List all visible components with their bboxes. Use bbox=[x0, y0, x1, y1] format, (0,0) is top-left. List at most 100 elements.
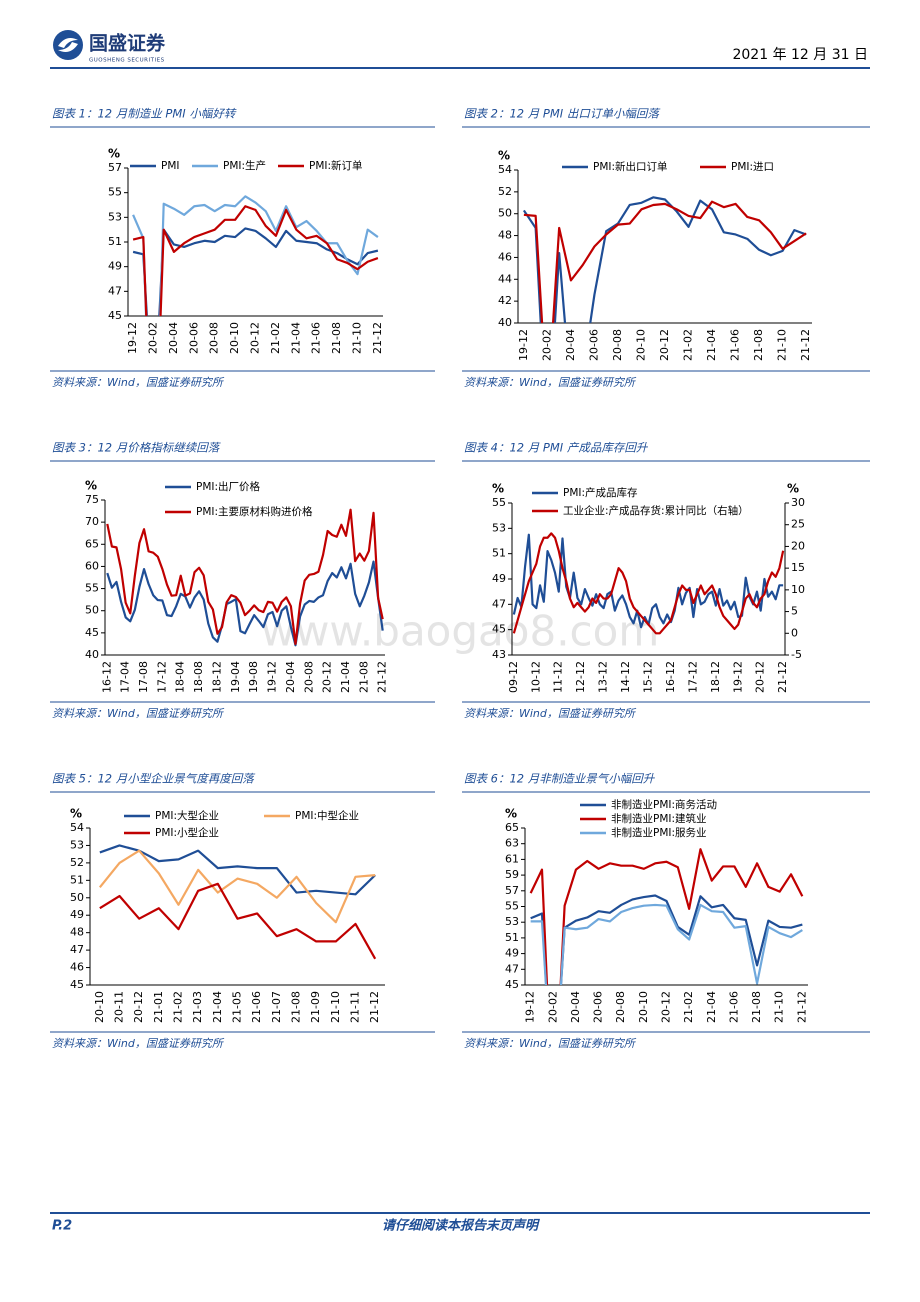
y-tick-label: 75 bbox=[85, 493, 99, 506]
x-tick-label: 16-12 bbox=[664, 661, 677, 693]
x-tick-label: 21-02 bbox=[682, 329, 695, 361]
legend-label: 工业企业:产成品存货:累计同比（右轴） bbox=[563, 504, 749, 517]
x-tick-label: 20-06 bbox=[187, 322, 200, 354]
x-tick-label: 19-12 bbox=[517, 329, 530, 361]
x-tick-label: 17-12 bbox=[155, 661, 168, 693]
logo bbox=[53, 30, 83, 60]
chart-title: 图表 4：12 月 PMI 产成品库存回升 bbox=[464, 441, 649, 455]
y-tick-label: 49 bbox=[108, 260, 122, 273]
x-tick-label: 21-02 bbox=[269, 322, 282, 354]
y-tick-label: 44 bbox=[498, 272, 512, 285]
x-tick-label: 18-12 bbox=[709, 661, 722, 693]
x-tick-label: 21-12 bbox=[371, 322, 384, 354]
legend-label: PMI:小型企业 bbox=[155, 826, 219, 839]
series-line bbox=[512, 532, 785, 635]
report-date: 2021 年 12 月 31 日 bbox=[732, 47, 868, 63]
series-line bbox=[523, 200, 807, 323]
chart-source: 资料来源：Wind，国盛证券研究所 bbox=[464, 1037, 637, 1050]
y-tick-label: 45 bbox=[492, 623, 506, 636]
x-tick-label: 18-08 bbox=[192, 661, 205, 693]
company-name: 国盛证券 bbox=[89, 32, 166, 55]
x-tick-label: 21-07 bbox=[270, 991, 283, 1023]
legend-label: PMI:生产 bbox=[223, 159, 266, 172]
series-line bbox=[530, 894, 803, 985]
series-line bbox=[132, 227, 379, 316]
y-unit: % bbox=[505, 807, 517, 821]
y-tick-label: 47 bbox=[70, 943, 84, 956]
y2-tick-label: 5 bbox=[791, 605, 798, 618]
y-tick-label: 52 bbox=[498, 185, 512, 198]
x-tick-label: 21-04 bbox=[705, 991, 718, 1023]
y2-tick-label: 30 bbox=[791, 496, 805, 509]
y-unit: % bbox=[108, 147, 120, 161]
x-tick-label: 10-12 bbox=[529, 661, 542, 693]
x-tick-label: 20-11 bbox=[113, 991, 126, 1023]
y-tick-label: 70 bbox=[85, 515, 99, 528]
x-tick-label: 21-09 bbox=[309, 991, 322, 1023]
x-tick-label: 15-12 bbox=[642, 661, 655, 693]
series-line bbox=[530, 903, 803, 985]
company-name-en: GUOSHENG SECURITIES bbox=[89, 58, 165, 64]
x-tick-label: 21-11 bbox=[349, 991, 362, 1023]
y-tick-label: 47 bbox=[108, 284, 122, 297]
x-tick-label: 19-12 bbox=[266, 661, 279, 693]
y-tick-label: 51 bbox=[492, 547, 506, 560]
x-tick-label: 21-04 bbox=[211, 991, 224, 1023]
legend-label: PMI:新订单 bbox=[309, 159, 363, 172]
chart-source: 资料来源：Wind，国盛证券研究所 bbox=[52, 1037, 225, 1050]
y-unit: % bbox=[492, 482, 504, 496]
legend-label: 非制造业PMI:服务业 bbox=[611, 826, 707, 839]
x-tick-label: 12-12 bbox=[574, 661, 587, 693]
y-unit: % bbox=[498, 149, 510, 163]
legend-label: PMI:出厂价格 bbox=[196, 480, 261, 493]
x-tick-label: 20-10 bbox=[228, 322, 241, 354]
x-tick-label: 16-12 bbox=[100, 661, 113, 693]
y-tick-label: 48 bbox=[498, 229, 512, 242]
chart-source: 资料来源：Wind，国盛证券研究所 bbox=[52, 707, 225, 720]
x-tick-label: 20-08 bbox=[208, 322, 221, 354]
series-line bbox=[529, 848, 804, 985]
x-tick-label: 21-02 bbox=[682, 991, 695, 1023]
x-tick-label: 20-06 bbox=[592, 991, 605, 1023]
y-unit: % bbox=[85, 479, 97, 493]
x-tick-label: 20-10 bbox=[637, 991, 650, 1023]
y-tick-label: 53 bbox=[492, 521, 506, 534]
x-tick-label: 21-01 bbox=[152, 991, 165, 1023]
legend-label: PMI:大型企业 bbox=[155, 809, 219, 822]
x-tick-label: 20-08 bbox=[302, 661, 315, 693]
x-tick-label: 21-12 bbox=[376, 661, 389, 693]
y-tick-label: 50 bbox=[70, 891, 84, 904]
x-tick-label: 19-04 bbox=[229, 661, 242, 693]
y2-tick-label: 20 bbox=[791, 539, 805, 552]
x-tick-label: 21-10 bbox=[329, 991, 342, 1023]
y-tick-label: 42 bbox=[498, 294, 512, 307]
x-tick-label: 20-12 bbox=[660, 991, 673, 1023]
legend-label: PMI:进口 bbox=[731, 161, 774, 173]
legend-label: PMI:新出口订单 bbox=[593, 160, 668, 173]
y2-tick-label: 15 bbox=[791, 561, 805, 574]
series-line bbox=[98, 849, 376, 924]
series-line bbox=[99, 844, 376, 896]
y-tick-label: 50 bbox=[498, 207, 512, 220]
x-tick-label: 20-04 bbox=[167, 322, 180, 354]
series-line bbox=[132, 205, 379, 316]
y2-unit: % bbox=[787, 482, 799, 496]
series-line bbox=[132, 195, 379, 316]
x-tick-label: 19-12 bbox=[731, 661, 744, 693]
x-tick-label: 20-02 bbox=[546, 991, 559, 1023]
x-tick-label: 21-08 bbox=[750, 991, 763, 1023]
x-tick-label: 21-10 bbox=[773, 991, 786, 1023]
x-tick-label: 20-08 bbox=[614, 991, 627, 1023]
x-tick-label: 19-08 bbox=[247, 661, 260, 693]
y-tick-label: 45 bbox=[505, 978, 519, 991]
chart-title: 图表 2：12 月 PMI 出口订单小幅回落 bbox=[464, 107, 661, 121]
x-tick-label: 20-12 bbox=[658, 329, 671, 361]
y-tick-label: 49 bbox=[70, 908, 84, 921]
y-tick-label: 54 bbox=[70, 821, 84, 834]
y-tick-label: 65 bbox=[85, 537, 99, 550]
y-tick-label: 65 bbox=[505, 821, 519, 834]
x-tick-label: 21-06 bbox=[727, 991, 740, 1023]
x-tick-label: 14-12 bbox=[619, 661, 632, 693]
chart-source: 资料来源：Wind，国盛证券研究所 bbox=[464, 376, 637, 389]
